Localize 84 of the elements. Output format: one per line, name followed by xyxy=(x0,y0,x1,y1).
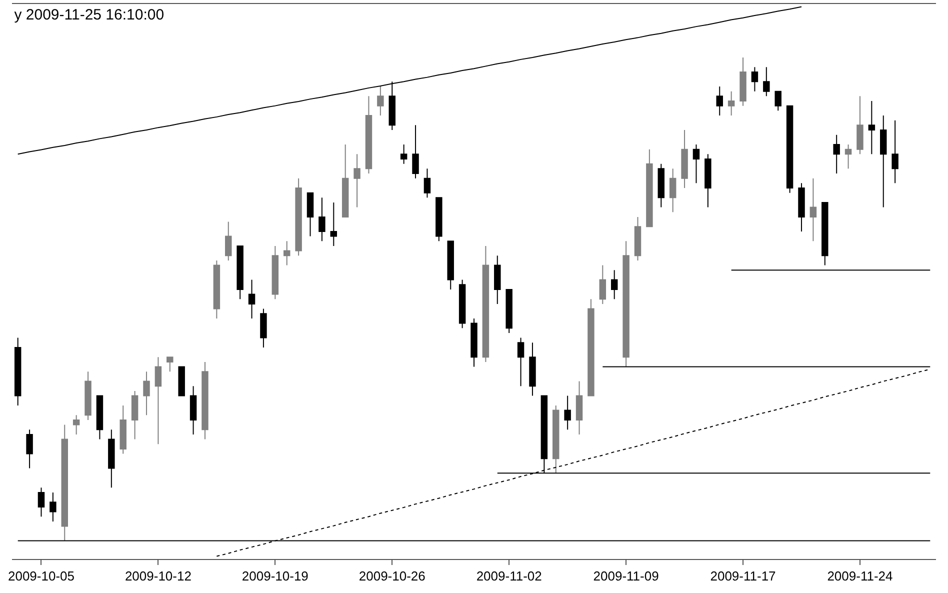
candlestick xyxy=(833,134,840,174)
candlestick xyxy=(564,395,571,430)
x-tick-label: 2009-10-05 xyxy=(8,568,74,584)
candlestick xyxy=(740,56,746,106)
candlestick xyxy=(470,318,478,368)
candlestick xyxy=(669,168,676,213)
candlestick xyxy=(529,342,536,396)
candlestick xyxy=(412,124,419,179)
candlestick xyxy=(622,240,630,368)
chart-title: y 2009-11-25 16:10:00 xyxy=(14,6,164,24)
candlestick xyxy=(774,90,782,112)
candlestick xyxy=(377,86,384,116)
candlestick xyxy=(166,356,174,372)
x-tick-label: 2009-11-17 xyxy=(710,568,776,584)
x-tick-label: 2009-11-09 xyxy=(593,568,659,584)
candlestick xyxy=(318,197,326,242)
candlestick xyxy=(202,361,208,440)
candlestick xyxy=(588,298,594,396)
candlestick xyxy=(822,202,828,266)
candlestick xyxy=(120,404,126,454)
candlestick xyxy=(751,66,758,92)
candlestick xyxy=(704,154,712,208)
x-tick-label: 2009-11-24 xyxy=(827,568,893,584)
candlestick xyxy=(810,178,817,242)
candlestick xyxy=(190,386,197,435)
candlestick xyxy=(646,148,653,228)
candlestick xyxy=(330,202,338,246)
candlestick xyxy=(599,264,606,304)
candlestick xyxy=(342,144,349,218)
candlestick xyxy=(763,66,770,97)
candlestick xyxy=(494,255,501,304)
candlestick xyxy=(610,270,618,300)
candlestick xyxy=(576,380,583,435)
x-tick-label: 2009-11-02 xyxy=(476,568,542,584)
candlestick xyxy=(131,390,138,440)
candlestick xyxy=(458,279,466,329)
candlestick xyxy=(108,429,115,488)
candlestick xyxy=(506,288,512,334)
candlestick xyxy=(272,245,279,300)
candlestick xyxy=(248,279,256,319)
x-tick-label: 2009-10-19 xyxy=(242,568,308,584)
candlestick xyxy=(400,144,408,164)
candlestick xyxy=(26,429,33,469)
candlestick xyxy=(72,414,80,435)
candlestick xyxy=(728,90,735,116)
candlestick xyxy=(856,96,864,155)
candlestick xyxy=(482,245,490,362)
candlestick xyxy=(880,114,887,208)
candlestick xyxy=(424,168,431,198)
x-tick-label: 2009-10-12 xyxy=(124,568,192,584)
candlestick xyxy=(844,144,852,170)
candlestick xyxy=(388,81,396,130)
candlestick xyxy=(716,86,723,116)
candlestick xyxy=(354,154,360,208)
candlestick xyxy=(260,308,267,348)
candlestick xyxy=(50,492,56,522)
candlestick xyxy=(61,424,68,542)
candlestick xyxy=(658,163,664,208)
candlestick xyxy=(365,96,372,174)
candlestick xyxy=(295,178,302,256)
candlestick xyxy=(798,182,805,232)
candlestick xyxy=(447,240,454,290)
candlestick xyxy=(868,100,876,155)
candlestick xyxy=(436,197,442,242)
candlestick xyxy=(681,129,688,188)
candlestick xyxy=(143,371,150,416)
candlestick xyxy=(306,192,314,237)
candlestick xyxy=(892,120,898,184)
candlestick xyxy=(692,144,700,184)
candlestick xyxy=(96,395,104,440)
candlestick xyxy=(634,216,642,261)
candlestick xyxy=(517,337,524,387)
x-tick-label: 2009-10-26 xyxy=(358,568,426,584)
candlestick xyxy=(154,356,162,445)
candlestick xyxy=(84,371,92,420)
candlestick xyxy=(236,245,244,300)
candlestick xyxy=(213,260,220,319)
candlestick xyxy=(178,366,185,396)
candlestick xyxy=(284,240,290,266)
candlestick xyxy=(225,221,232,261)
candlestick xyxy=(552,404,560,474)
candlestick xyxy=(14,337,22,406)
candlestick xyxy=(38,487,45,518)
candlestick xyxy=(786,105,794,194)
